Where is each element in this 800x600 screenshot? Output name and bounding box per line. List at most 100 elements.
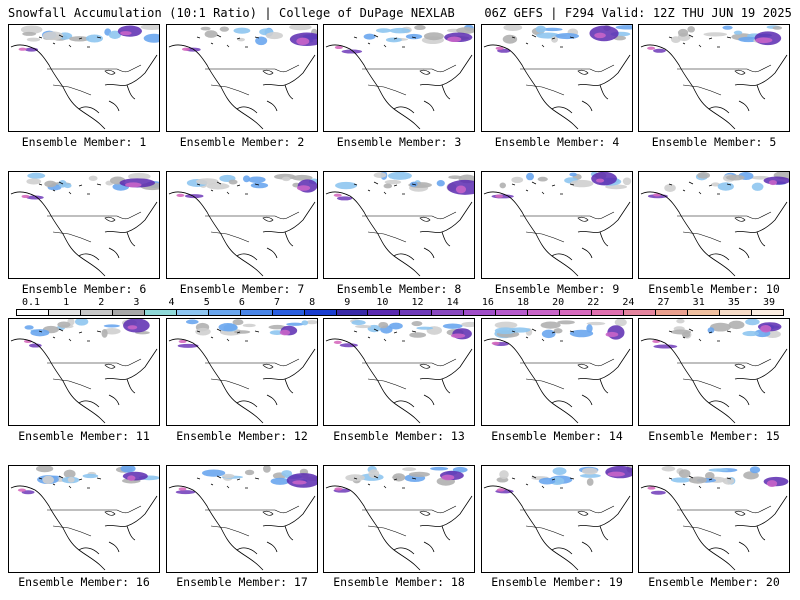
ensemble-member-map bbox=[323, 24, 475, 132]
map-outline bbox=[168, 173, 317, 277]
ensemble-member-map bbox=[323, 318, 475, 426]
scale-color-cell bbox=[400, 310, 433, 315]
scale-tick-label: 12 bbox=[411, 297, 424, 308]
scale-tick-label: 14 bbox=[446, 297, 459, 308]
scale-tick-label: 9 bbox=[344, 297, 351, 308]
ensemble-member-map bbox=[166, 318, 318, 426]
ensemble-member-map bbox=[8, 171, 160, 279]
map-outline bbox=[483, 319, 631, 424]
ensemble-member-label: Ensemble Member: 12 bbox=[176, 429, 308, 443]
scale-color-cell bbox=[656, 310, 689, 315]
map-outline bbox=[640, 466, 789, 571]
ensemble-member-label: Ensemble Member: 13 bbox=[333, 429, 465, 443]
scale-color-cell bbox=[464, 310, 497, 315]
map-outline bbox=[325, 319, 474, 424]
ensemble-member-label: Ensemble Member: 11 bbox=[18, 429, 150, 443]
ensemble-member-label: Ensemble Member: 1 bbox=[21, 135, 147, 149]
snowfall-scale-labels: 0.1 1 2 3 4 5 6 7 8 9 10 12 14 16 18 20 22 24 27 31 35 39 bbox=[0, 297, 800, 309]
scale-tick-label: 16 bbox=[481, 297, 494, 308]
scale-tick-label: 35 bbox=[727, 297, 740, 308]
ensemble-member-label: Ensemble Member: 14 bbox=[491, 429, 623, 443]
run-valid-time: 06Z GEFS | F294 Valid: 12Z THU JUN 19 20… bbox=[484, 6, 792, 20]
scale-tick-label: 18 bbox=[516, 297, 530, 308]
ensemble-member-map bbox=[166, 24, 318, 132]
ensemble-member-label: Ensemble Member: 8 bbox=[336, 282, 462, 296]
snowfall-color-scale bbox=[16, 309, 784, 316]
ensemble-member-map bbox=[8, 465, 160, 573]
ensemble-member-map bbox=[481, 24, 633, 132]
ensemble-member-map bbox=[323, 171, 475, 279]
ensemble-member-map bbox=[638, 465, 790, 573]
scale-tick-label: 0.1 bbox=[21, 297, 41, 308]
ensemble-member-map bbox=[638, 318, 790, 426]
ensemble-member-label: Ensemble Member: 16 bbox=[18, 575, 150, 589]
map-outline bbox=[483, 466, 632, 571]
ensemble-member-label: Ensemble Member: 2 bbox=[179, 135, 305, 149]
scale-color-cell bbox=[624, 310, 657, 315]
scale-color-cell bbox=[528, 310, 561, 315]
ensemble-member-map bbox=[8, 318, 160, 426]
scale-color-cell bbox=[240, 310, 273, 315]
scale-color-cell bbox=[304, 310, 337, 315]
scale-color-cell bbox=[336, 310, 369, 315]
ensemble-member-label: Ensemble Member: 19 bbox=[491, 575, 623, 589]
scale-color-cell bbox=[592, 310, 625, 315]
scale-tick-label: 10 bbox=[376, 297, 389, 308]
map-outline bbox=[325, 466, 473, 571]
scale-color-cell bbox=[719, 310, 752, 315]
scale-tick-label: 20 bbox=[552, 297, 565, 308]
ensemble-member-label: Ensemble Member: 6 bbox=[21, 282, 147, 296]
ensemble-member-label: Ensemble Member: 17 bbox=[176, 575, 308, 589]
map-outline bbox=[10, 25, 159, 130]
scale-tick-label: 1 bbox=[63, 297, 70, 308]
ensemble-member-label: Ensemble Member: 7 bbox=[179, 282, 305, 296]
ensemble-member-map bbox=[166, 465, 318, 573]
map-outline bbox=[10, 319, 158, 424]
scale-color-cell bbox=[176, 310, 209, 315]
ensemble-member-map bbox=[8, 24, 160, 132]
scale-tick-label: 24 bbox=[622, 297, 635, 308]
ensemble-member-label: Ensemble Member: 15 bbox=[648, 429, 780, 443]
scale-tick-label: 3 bbox=[133, 297, 140, 308]
scale-tick-label: 4 bbox=[168, 297, 175, 308]
map-outline bbox=[483, 25, 632, 130]
scale-tick-label: 27 bbox=[657, 297, 670, 308]
scale-color-cell bbox=[80, 310, 113, 315]
scale-color-cell bbox=[144, 310, 177, 315]
ensemble-member-label: Ensemble Member: 5 bbox=[651, 135, 777, 149]
scale-tick-label: 39 bbox=[762, 297, 776, 308]
scale-color-cell bbox=[112, 310, 145, 315]
map-outline bbox=[640, 319, 788, 424]
scale-color-cell bbox=[48, 310, 81, 315]
ensemble-member-label: Ensemble Member: 18 bbox=[333, 575, 465, 589]
map-outline bbox=[640, 172, 789, 277]
map-outline bbox=[168, 466, 317, 571]
scale-color-cell bbox=[751, 310, 783, 315]
map-outline bbox=[640, 25, 788, 130]
scale-tick-label: 7 bbox=[273, 297, 281, 308]
scale-color-cell bbox=[688, 310, 720, 315]
ensemble-member-map bbox=[638, 24, 790, 132]
ensemble-member-map bbox=[481, 465, 633, 573]
ensemble-member-label: Ensemble Member: 20 bbox=[648, 575, 780, 589]
map-outline bbox=[483, 172, 632, 277]
map-outline bbox=[10, 466, 159, 571]
map-outline bbox=[325, 172, 474, 277]
scale-color-cell bbox=[560, 310, 593, 315]
scale-color-cell bbox=[272, 310, 305, 315]
scale-tick-label: 6 bbox=[238, 297, 245, 308]
scale-tick-label: 22 bbox=[587, 297, 600, 308]
ensemble-member-map bbox=[323, 465, 475, 573]
ensemble-member-map bbox=[481, 171, 633, 279]
ensemble-member-label: Ensemble Member: 4 bbox=[494, 135, 620, 149]
map-outline bbox=[168, 319, 317, 424]
map-outline bbox=[168, 25, 317, 130]
scale-color-cell bbox=[496, 310, 529, 315]
scale-tick-label: 31 bbox=[692, 297, 705, 308]
scale-tick-label: 5 bbox=[203, 297, 210, 308]
ensemble-member-label: Ensemble Member: 9 bbox=[494, 282, 620, 296]
scale-tick-label: 8 bbox=[309, 297, 316, 308]
ensemble-member-label: Ensemble Member: 10 bbox=[648, 282, 780, 296]
scale-color-cell bbox=[17, 310, 49, 315]
scale-color-cell bbox=[368, 310, 401, 315]
